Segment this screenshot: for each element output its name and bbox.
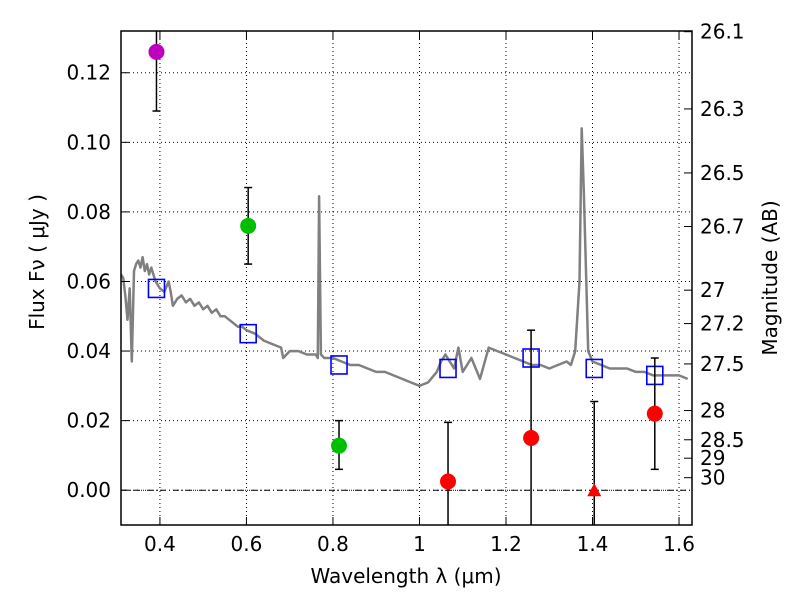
right-tick-label: 27.2 (700, 312, 745, 336)
y-tick-label: 0.00 (66, 478, 111, 502)
y-axis-label: Flux Fν ( μJy ) (25, 194, 49, 330)
right-tick-label: 28.5 (700, 428, 745, 452)
model-band-square (239, 323, 257, 344)
y-tick-label: 0.06 (66, 269, 111, 293)
y-tick-label: 0.12 (66, 61, 111, 85)
x-tick-label: 0.4 (144, 532, 176, 556)
right-tick-label: 26.5 (700, 161, 745, 185)
observed-point (240, 217, 257, 234)
x-axis-label: Wavelength λ (μm) (310, 564, 501, 588)
y-tick-label: 0.04 (66, 339, 111, 363)
right-tick-label: 28 (700, 399, 725, 423)
observed-point (148, 43, 165, 60)
x-tick-label: 0.6 (231, 532, 263, 556)
model-band-square (585, 358, 604, 379)
x-tick-label: 0.8 (317, 532, 349, 556)
right-tick-label: 26.7 (700, 215, 745, 239)
y-tick-label: 0.02 (66, 409, 111, 433)
observed-point (440, 473, 457, 490)
observed-point (523, 430, 540, 447)
x-tick-label: 1.4 (577, 532, 609, 556)
x-tick-label: 1.6 (663, 532, 695, 556)
y-tick-label: 0.10 (66, 130, 111, 154)
observed-point (331, 437, 348, 454)
right-tick-label: 27 (700, 278, 725, 302)
observed-upper-limit (587, 483, 602, 497)
right-tick-label: 29 (700, 446, 725, 470)
model-spectrum-line (121, 127, 689, 388)
observed-point (646, 405, 663, 422)
model-band-square (439, 358, 457, 379)
right-tick-label: 27.5 (700, 352, 745, 376)
right-tick-label: 30 (700, 466, 725, 490)
x-tick-label: 1.2 (490, 532, 522, 556)
model-band-square (330, 355, 348, 375)
right-tick-label: 26.3 (700, 97, 745, 121)
right-axis-label: Magnitude (AB) (758, 200, 782, 355)
x-axis-ticks: 0.4 0.6 0.8 1 1.2 1.4 1.6 (144, 31, 695, 556)
plot-frame (120, 30, 693, 526)
y-tick-label: 0.08 (66, 200, 111, 224)
plot-contents (121, 31, 689, 525)
x-tick-label: 1 (413, 532, 426, 556)
model-band-square (147, 278, 166, 299)
y-axis-ticks: 0.00 0.02 0.04 0.06 0.08 0.10 0.12 (66, 61, 129, 502)
right-tick-label: 26.1 (700, 20, 745, 44)
